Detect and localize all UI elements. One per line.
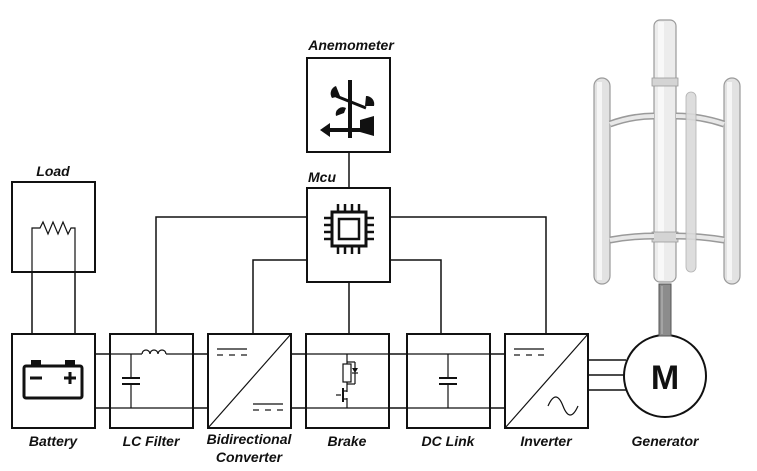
lc-filter-label: LC Filter bbox=[123, 433, 181, 449]
converter-label-line2: Converter bbox=[216, 449, 284, 465]
brake-label: Brake bbox=[328, 433, 367, 449]
mcu-label: Mcu bbox=[308, 169, 336, 185]
load-block bbox=[11, 181, 96, 273]
lc-filter-block bbox=[109, 333, 194, 429]
dc-link-block bbox=[406, 333, 491, 429]
load-label: Load bbox=[36, 163, 70, 179]
vertical-axis-wind-turbine-icon bbox=[593, 19, 741, 337]
battery-label: Battery bbox=[29, 433, 78, 449]
inverter-label: Inverter bbox=[520, 433, 573, 449]
generator-label: Generator bbox=[632, 433, 700, 449]
lc-filter-icon bbox=[110, 349, 193, 409]
converter-label-line1: Bidirectional bbox=[207, 431, 293, 447]
inverter-block bbox=[504, 333, 589, 429]
resistor-icon bbox=[31, 220, 76, 272]
dc-link-label: DC Link bbox=[422, 433, 476, 449]
dc-ac-inverter-icon bbox=[504, 333, 589, 429]
generator-block: M bbox=[623, 334, 707, 418]
motor-letter: M bbox=[651, 359, 679, 397]
capacitor-icon bbox=[407, 353, 490, 409]
anemometer-icon bbox=[320, 80, 375, 138]
brake-block bbox=[305, 333, 390, 429]
battery-block bbox=[11, 333, 96, 429]
anemometer-block bbox=[306, 57, 391, 153]
mcu-block bbox=[306, 187, 391, 283]
brake-chopper-icon bbox=[306, 353, 389, 409]
control-wiring bbox=[155, 152, 547, 334]
battery-icon bbox=[22, 360, 84, 400]
dc-dc-converter-icon bbox=[207, 333, 292, 429]
microchip-icon bbox=[324, 204, 374, 254]
converter-block bbox=[207, 333, 292, 429]
anemometer-label: Anemometer bbox=[307, 37, 395, 53]
